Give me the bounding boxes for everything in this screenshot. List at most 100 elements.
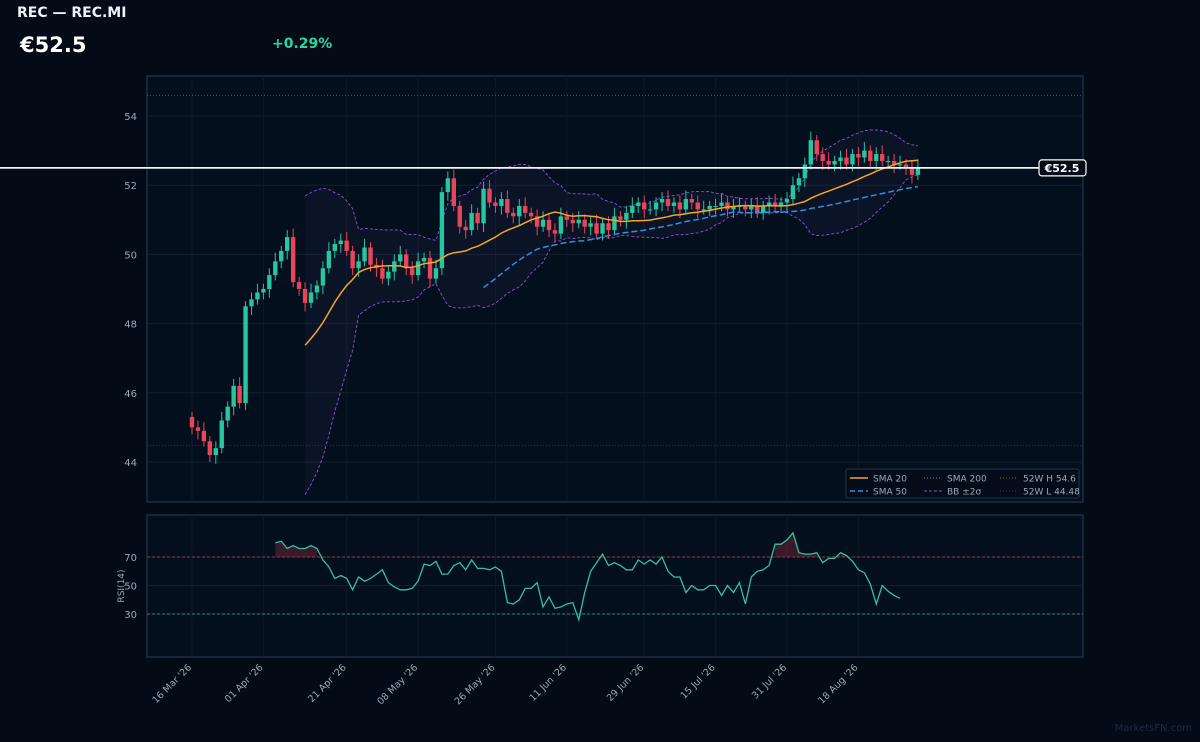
candle-body [189, 417, 195, 428]
candle [279, 245, 284, 269]
candle-body [439, 192, 445, 269]
candle-body [255, 292, 260, 300]
candle [546, 214, 552, 238]
candle [880, 145, 885, 167]
rsi-panel: 30 50 70 RSI(14) [117, 514, 1084, 658]
candle [368, 242, 373, 272]
candle-body [885, 160, 891, 162]
candle-body [790, 185, 796, 200]
candle-body [469, 212, 474, 231]
candle [195, 420, 201, 440]
candle-body [677, 202, 683, 210]
price-tick-label: 52 [124, 181, 137, 192]
candle [380, 259, 385, 284]
candle [665, 190, 671, 212]
price-tick-label: 44 [124, 458, 137, 469]
candle-body [695, 202, 700, 210]
rsi-tick-label: 70 [124, 553, 137, 564]
candle-body [915, 167, 921, 175]
candle-body [826, 160, 831, 165]
candle-body [814, 140, 819, 155]
candle [344, 231, 349, 257]
candle [808, 131, 813, 170]
candle [772, 193, 778, 212]
candle [201, 422, 207, 447]
candle-body [802, 164, 808, 179]
candle-body [784, 199, 790, 203]
price-change: +0.29% [272, 36, 333, 52]
candle-body [356, 261, 361, 269]
price-panel: 44 46 48 50 52 54 €52.5 SMA 20 SMA 50 SMA 200 BB ±… [0, 75, 1087, 503]
x-tick-label: 15 Jul '26 [679, 662, 718, 701]
candle [338, 233, 343, 253]
candle [314, 280, 320, 300]
candle [588, 216, 593, 236]
candle [421, 252, 427, 269]
candle [528, 207, 534, 224]
rsi-tick-label: 30 [124, 610, 137, 621]
rsi-axis-label: RSI(14) [117, 569, 127, 602]
candle [505, 190, 510, 219]
candle-body [368, 247, 373, 265]
candle-body [517, 205, 522, 217]
candle-body [832, 160, 837, 165]
candle-body [778, 202, 784, 206]
candle [255, 283, 260, 305]
candle [778, 197, 784, 213]
candle-body [499, 199, 504, 206]
candle [523, 197, 528, 219]
candle-body [713, 205, 718, 207]
sma50-line [483, 185, 919, 289]
legend-label: BB ±2σ [947, 488, 981, 498]
candle [511, 207, 516, 224]
candle-body [731, 205, 736, 210]
candle [398, 245, 403, 267]
candle [612, 207, 617, 236]
candle [409, 261, 415, 284]
candle [534, 209, 540, 236]
candle-body [796, 178, 802, 186]
candle [755, 197, 760, 219]
x-tick-label: 29 Jun '26 [605, 662, 646, 703]
candle-body [326, 250, 332, 269]
candle [576, 211, 581, 229]
candle-body [475, 212, 480, 224]
candle [219, 411, 224, 454]
candle [469, 204, 474, 236]
candle-body [642, 202, 647, 210]
candle [653, 197, 659, 217]
candle-body [701, 209, 706, 211]
candle [784, 192, 790, 212]
candle [826, 152, 831, 170]
candle-body [404, 254, 409, 269]
candle [261, 283, 266, 300]
candle-body [505, 199, 510, 213]
candle [517, 199, 522, 225]
candle-body [225, 406, 230, 421]
candle [701, 200, 706, 215]
candle [237, 377, 242, 409]
candle-body [249, 299, 254, 307]
candle [707, 200, 712, 217]
candle [362, 238, 367, 267]
price-tick-label: 46 [124, 389, 137, 400]
candle-body [285, 237, 290, 251]
candle-body [201, 430, 207, 442]
candle [868, 145, 873, 168]
candle [332, 238, 337, 258]
candle-body [761, 205, 766, 213]
candle-body [344, 240, 349, 251]
candle [862, 141, 867, 163]
candle-body [897, 164, 903, 166]
bollinger-upper-line [304, 129, 918, 241]
candle [273, 252, 278, 281]
current-price: €52.5 [20, 33, 87, 57]
candle [695, 195, 700, 219]
candle-body [606, 223, 611, 231]
candle [296, 276, 302, 296]
candle [838, 150, 843, 170]
candle-body [279, 250, 284, 262]
candle [427, 250, 433, 288]
candle-body [362, 247, 367, 262]
candle-body [290, 237, 296, 283]
